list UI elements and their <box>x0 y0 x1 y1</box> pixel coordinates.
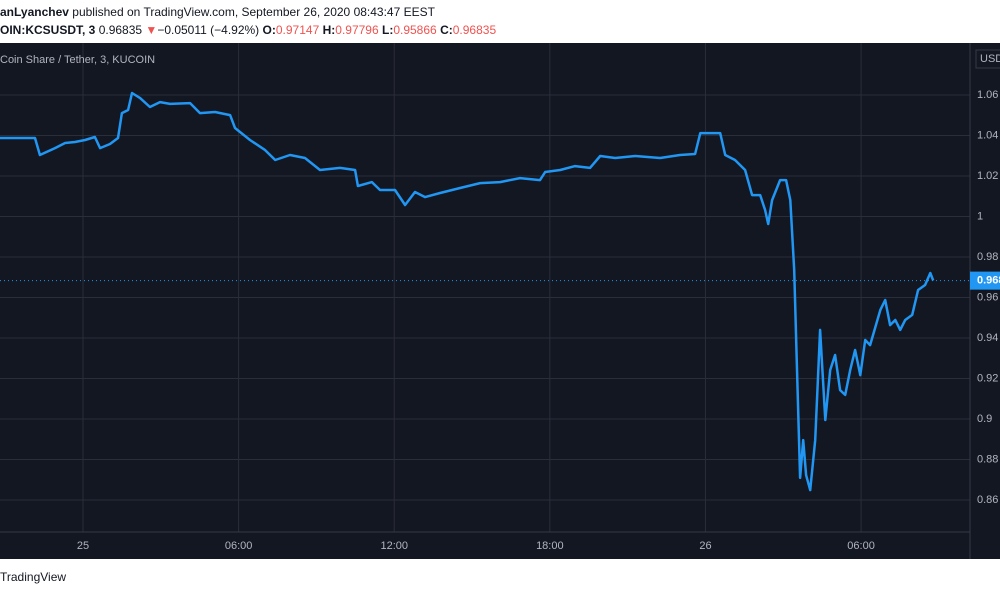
h-label: H: <box>322 23 336 37</box>
c-label: C: <box>440 23 453 37</box>
x-tick-label: 25 <box>77 540 89 552</box>
y-tick-label: 0.86 <box>977 494 998 506</box>
open: 0.97147 <box>275 23 320 37</box>
l-label: L: <box>382 23 394 37</box>
currency-box <box>975 49 1000 69</box>
last-price-box <box>970 271 1000 290</box>
chart-title: Coin Share / Tether, 3, KUCOIN <box>0 54 155 66</box>
footer: TradingView <box>0 570 66 584</box>
x-tick-label: 12:00 <box>380 540 408 552</box>
last-price-label: 0.96835 <box>977 275 1000 287</box>
symbol: OIN:KCSUSDT, 3 <box>0 23 96 37</box>
x-tick-label: 06:00 <box>225 540 253 552</box>
y-tick-label: 1.06 <box>977 89 998 101</box>
high: 0.97796 <box>335 23 379 37</box>
x-tick-label: 06:00 <box>847 540 875 552</box>
close: 0.96835 <box>452 23 497 37</box>
y-tick-label: 0.98 <box>977 251 998 263</box>
y-tick-label: 0.92 <box>977 372 998 384</box>
x-tick-label: 18:00 <box>536 540 564 552</box>
o-label: O: <box>262 23 276 37</box>
header-line-2: OIN:KCSUSDT, 3 0.96835 ▼−0.05011 (−4.92%… <box>0 23 496 37</box>
published: published on TradingView.com, September … <box>72 5 435 19</box>
y-tick-label: 0.88 <box>977 453 998 465</box>
y-tick-label: 0.96 <box>977 291 998 303</box>
chart-bg <box>0 43 1000 559</box>
y-tick-label: 0.9 <box>977 413 992 425</box>
price-line <box>0 91 935 492</box>
y-tick-label: 1.02 <box>977 170 998 182</box>
chart: Coin Share / Tether, 3, KUCOIN USDT 0.86… <box>0 43 1000 559</box>
y-tick-label: 1 <box>977 210 983 222</box>
arrow: ▼ <box>145 23 158 37</box>
currency: USDT <box>980 53 1000 65</box>
change: −0.05011 (−4.92%) <box>157 23 260 37</box>
low: 0.95866 <box>393 23 437 37</box>
header-line-1: anLyanchev published on TradingView.com,… <box>0 5 435 19</box>
author: anLyanchev <box>0 5 69 19</box>
x-tick-label: 26 <box>699 540 711 552</box>
price: 0.96835 <box>98 23 143 37</box>
y-tick-label: 1.04 <box>977 129 998 141</box>
brand: TradingView <box>0 570 67 584</box>
y-tick-label: 0.94 <box>977 332 998 344</box>
